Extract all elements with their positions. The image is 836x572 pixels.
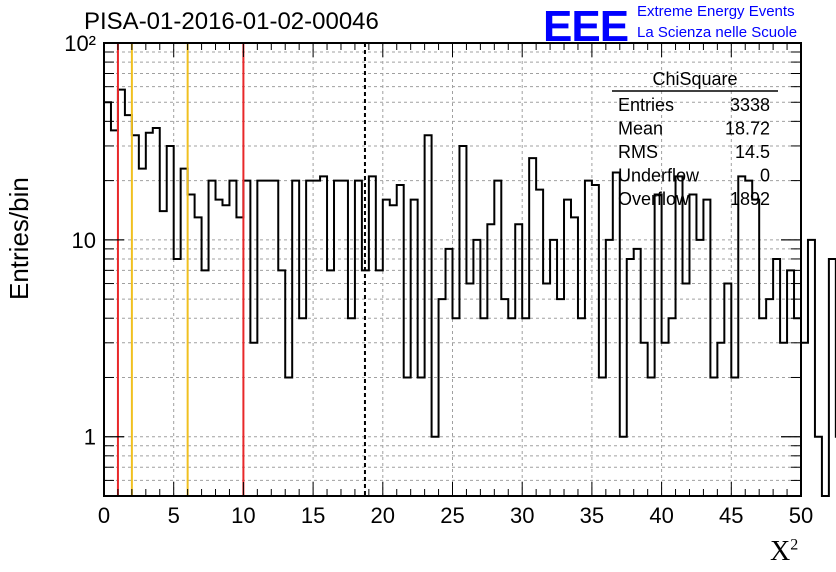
x-tick-label: 20 [371, 503, 395, 528]
y-tick-label: 1 [84, 425, 96, 450]
x-tick-label: 40 [649, 503, 673, 528]
x-tick-label: 30 [510, 503, 534, 528]
stats-box-title: ChiSquare [652, 69, 737, 89]
y-tick-label: 10² [64, 31, 96, 56]
x-tick-label: 45 [719, 503, 743, 528]
x-tick-label: 50 [789, 503, 813, 528]
x-tick-label: 10 [231, 503, 255, 528]
stats-row-label: Overflow [618, 189, 690, 209]
stats-row-label: RMS [618, 142, 658, 162]
stats-row-value: 3338 [730, 95, 770, 115]
stats-row-value: 14.5 [735, 142, 770, 162]
histogram-series [104, 88, 836, 497]
x-tick-label: 15 [301, 503, 325, 528]
y-tick-label: 10 [72, 228, 96, 253]
stats-row-label: Mean [618, 119, 663, 139]
stats-row-value: 18.72 [725, 119, 770, 139]
stats-row-value: 0 [760, 166, 770, 186]
stats-row-value: 1892 [730, 189, 770, 209]
x-tick-label: 0 [98, 503, 110, 528]
chart-title: PISA-01-2016-01-02-00046 [84, 8, 379, 35]
x-axis-label: X2 [770, 536, 799, 567]
logo-line-2: La Scienza nelle Scuole [637, 24, 798, 41]
stats-row-label: Entries [618, 95, 674, 115]
logo-line-1: Extreme Energy Events [637, 3, 795, 20]
x-tick-label: 35 [580, 503, 604, 528]
stats-row-label: Underflow [618, 166, 700, 186]
x-tick-label: 25 [440, 503, 464, 528]
x-tick-label: 5 [168, 503, 180, 528]
